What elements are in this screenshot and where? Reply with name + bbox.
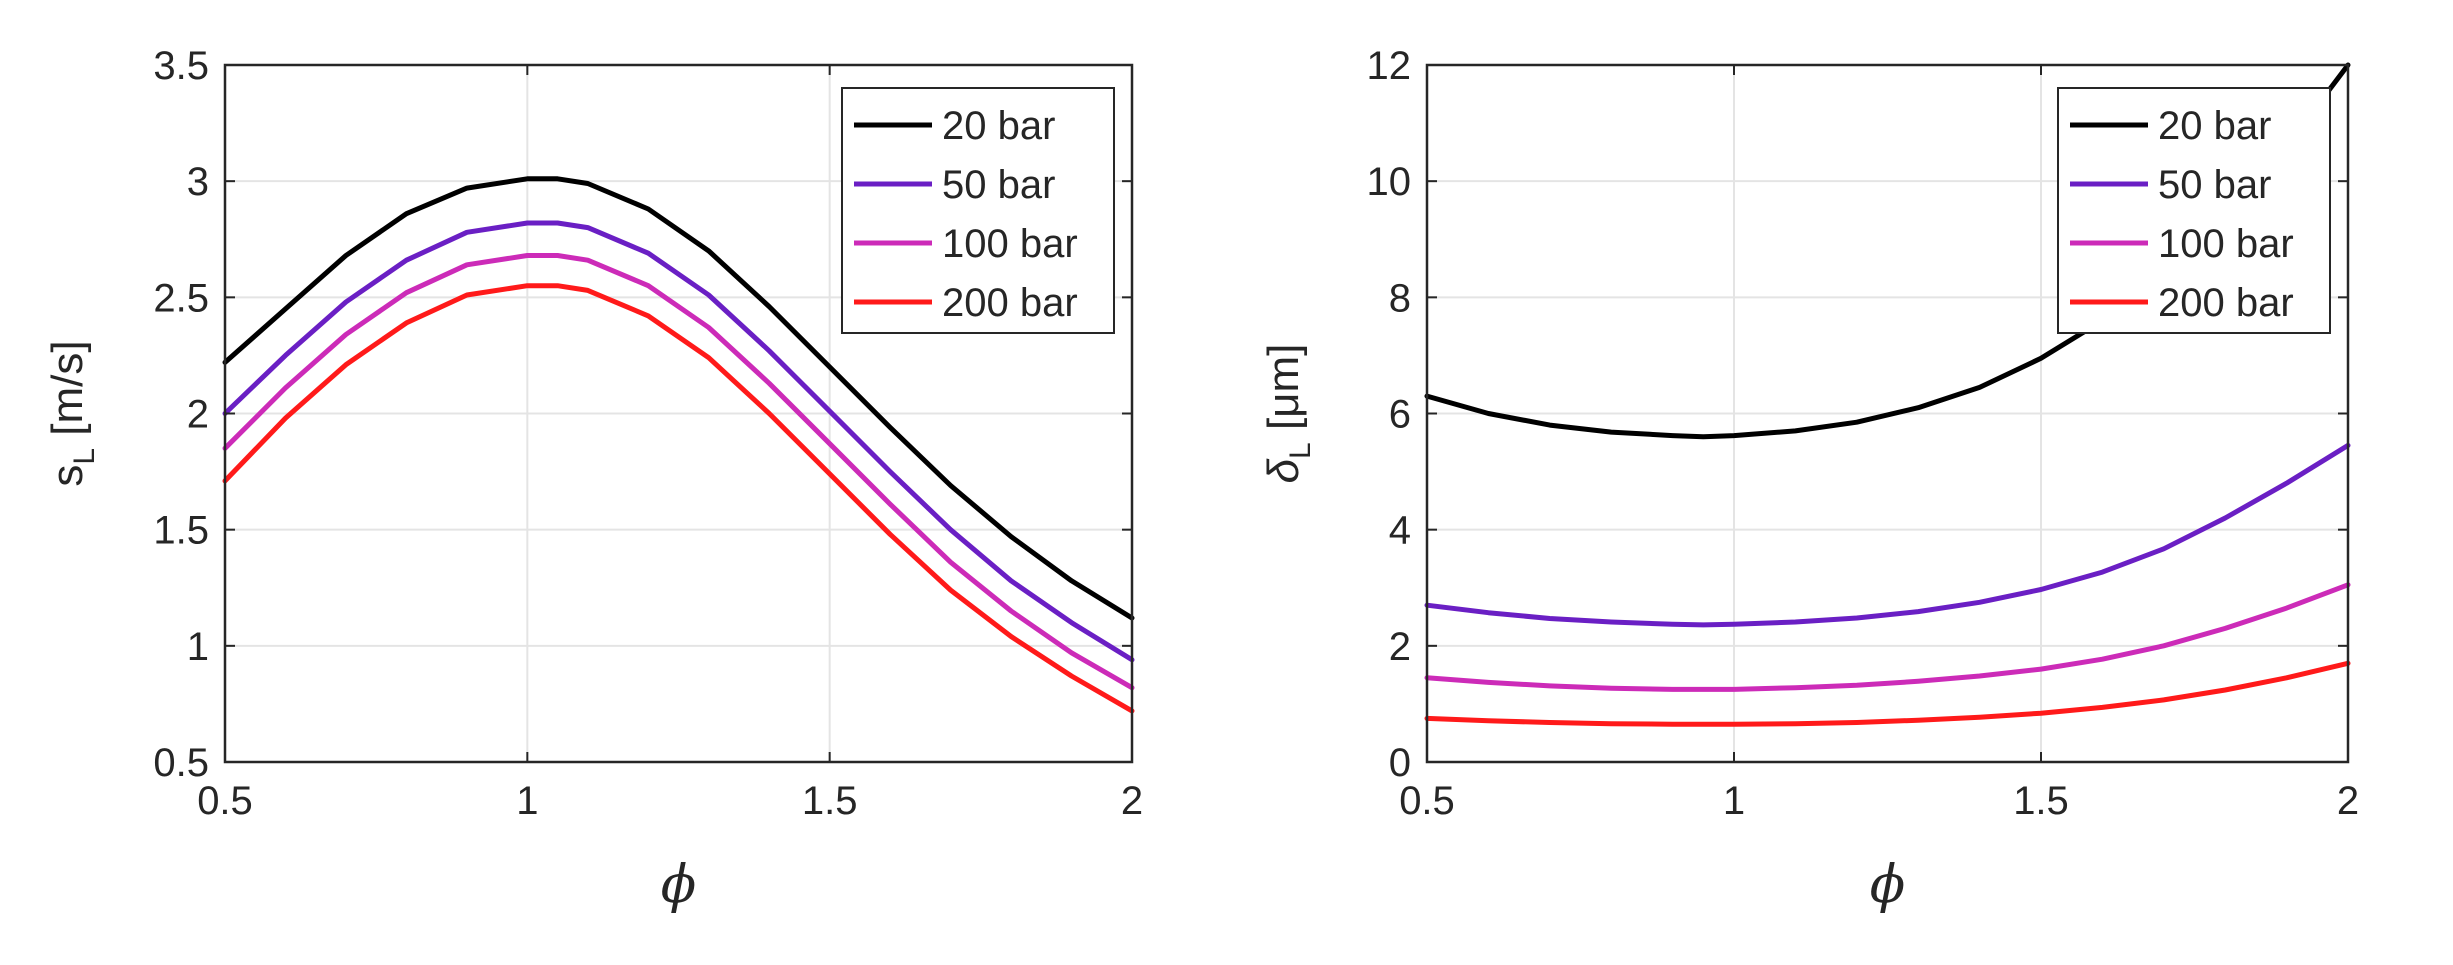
- y-tick-label: 2: [187, 393, 209, 437]
- legend-label: 200 bar: [2158, 281, 2294, 325]
- x-tick-label: 1: [516, 779, 538, 823]
- legend-label: 50 bar: [942, 163, 1055, 207]
- y-tick-label: 6: [1389, 393, 1411, 437]
- y-tick-label: 2: [1389, 625, 1411, 669]
- series-line-100-bar: [222, 253, 1135, 691]
- y-axis-label-subscript: L: [1284, 442, 1317, 459]
- x-tick-label: 0.5: [197, 779, 253, 823]
- y-axis-label-subscript: L: [68, 448, 101, 465]
- legend-label: 100 bar: [2158, 222, 2294, 266]
- series-line-200-bar: [1424, 660, 2351, 727]
- y-axis-label-main: δ: [1259, 458, 1308, 483]
- x-tick-label: 2: [1121, 779, 1143, 823]
- y-tick-label: 0.5: [153, 741, 209, 785]
- x-axis-label: ϕ: [661, 855, 696, 915]
- x-axis-label: ϕ: [1870, 855, 1905, 915]
- legend-label: 20 bar: [942, 104, 1055, 148]
- legend-label: 20 bar: [2158, 104, 2271, 148]
- x-tick-label: 0.5: [1399, 779, 1455, 823]
- series-line-50-bar: [222, 220, 1135, 663]
- y-axis-label-unit: [m/s]: [43, 340, 92, 448]
- y-tick-label: 2.5: [153, 276, 209, 320]
- y-axis-label-unit: [μm]: [1259, 344, 1308, 443]
- y-tick-label: 3.5: [153, 44, 209, 88]
- y-tick-label: 8: [1389, 276, 1411, 320]
- y-tick-label: 12: [1367, 44, 1412, 88]
- legend: 20 bar 50 bar 100 bar 200 bar: [2057, 87, 2331, 334]
- y-tick-label: 0: [1389, 741, 1411, 785]
- legend-label: 100 bar: [942, 222, 1078, 266]
- legend-label: 200 bar: [942, 281, 1078, 325]
- y-tick-label: 10: [1367, 160, 1412, 204]
- chart-2: 0.5 1 1.5 2 0 2 4 6 8 10 12 ϕ δL [μm] 20 bar 50 bar 100…: [1259, 44, 2359, 915]
- y-tick-label: 3: [187, 160, 209, 204]
- x-tick-label: 1: [1723, 779, 1745, 823]
- y-tick-label: 1.5: [153, 509, 209, 553]
- y-tick-label: 1: [187, 625, 209, 669]
- legend-box: [2057, 87, 2331, 334]
- series-line-200-bar: [222, 283, 1135, 714]
- x-tick-label: 1.5: [802, 779, 858, 823]
- y-axis-label: sL [m/s]: [43, 340, 101, 486]
- legend-box: [841, 87, 1115, 334]
- series-line-100-bar: [1424, 582, 2351, 692]
- series-line-50-bar: [1424, 442, 2351, 628]
- x-tick-label: 2: [2337, 779, 2359, 823]
- y-axis-label-main: s: [43, 465, 92, 487]
- x-tick-label: 1.5: [2013, 779, 2069, 823]
- chart-1: 0.5 1 1.5 2 0.5 1 1.5 2 2.5 3 3.5 ϕ sL [m/s] 20 bar 50…: [43, 44, 1143, 915]
- y-axis-label: δL [μm]: [1259, 344, 1317, 484]
- legend-label: 50 bar: [2158, 163, 2271, 207]
- series-line-20-bar: [222, 176, 1135, 621]
- legend: 20 bar 50 bar 100 bar 200 bar: [841, 87, 1115, 334]
- y-tick-label: 4: [1389, 509, 1411, 553]
